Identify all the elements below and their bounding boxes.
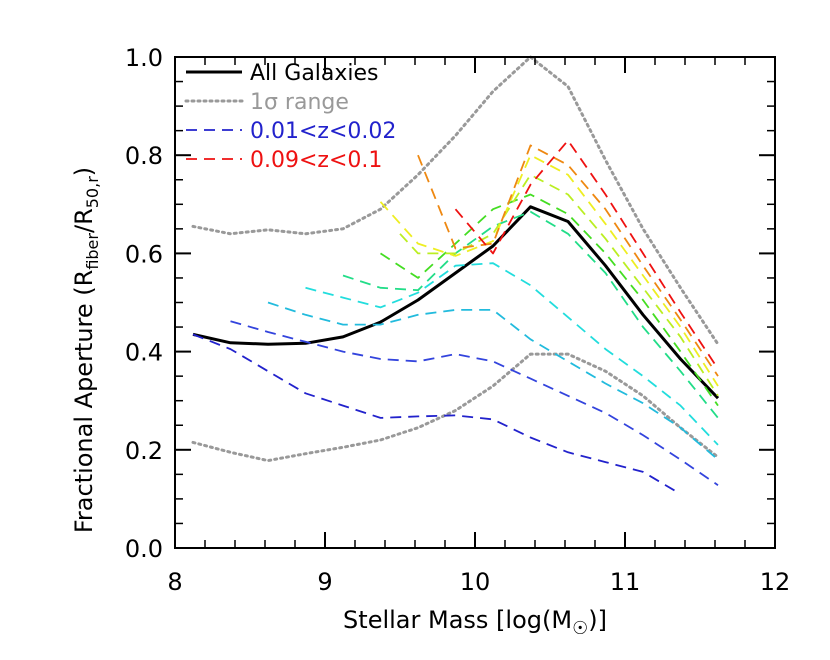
series-line-10 [399, 173, 719, 397]
y-tick-label-2: 0.4 [125, 339, 163, 367]
x-tick-label-1: 9 [317, 568, 332, 596]
series-line-12 [417, 144, 719, 377]
legend: All Galaxies 1σ range 0.01<z<0.02 0.09<z<0.… [184, 61, 396, 173]
y-tick-label-4: 0.8 [125, 142, 163, 170]
y-tick-label-1: 0.2 [125, 437, 163, 465]
series-line-4 [192, 333, 681, 495]
series-line-13 [454, 139, 719, 370]
y-tick-label-5: 1.0 [125, 44, 163, 72]
series-line-3 [191, 352, 720, 463]
x-tick-label-2: 10 [460, 568, 491, 596]
series-line-2 [191, 55, 720, 346]
series-line-6 [267, 301, 719, 461]
legend-label-3: 0.01<z<0.02 [250, 119, 396, 144]
series-line-1 [192, 205, 720, 400]
x-tick-label-0: 8 [167, 568, 182, 596]
legend-label-1: All Galaxies [250, 61, 379, 86]
x-tick-label-4: 12 [760, 568, 791, 596]
series-line-8 [342, 210, 719, 419]
series-line-7 [305, 262, 719, 446]
ticks-layer [174, 56, 776, 549]
series-line-9 [380, 193, 719, 407]
tick-labels-layer: 8 9 10 11 12 0.0 0.2 0.4 0.6 0.8 1.0 [125, 44, 790, 596]
x-axis-title: Stellar Mass [log(M☉)] [343, 606, 607, 639]
series-layer [191, 55, 720, 495]
x-tick-label-3: 11 [610, 568, 641, 596]
y-tick-label-3: 0.6 [125, 240, 163, 268]
y-axis-title: Fractional Aperture (Rfiber/R50,r) [70, 167, 102, 533]
legend-label-2: 1σ range [250, 90, 349, 115]
legend-label-4: 0.09<z<0.1 [250, 148, 382, 173]
series-line-11 [379, 154, 719, 387]
y-tick-label-0: 0.0 [125, 535, 163, 563]
